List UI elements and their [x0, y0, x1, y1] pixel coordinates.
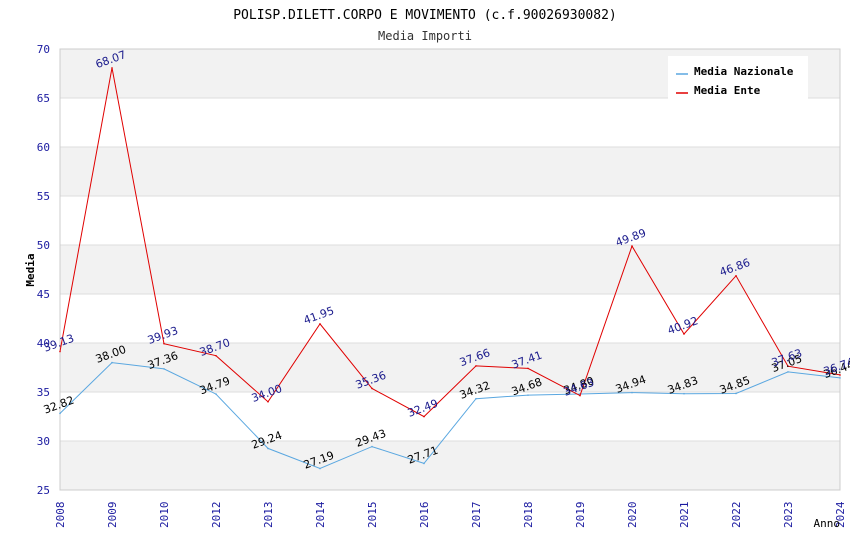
data-point — [319, 323, 321, 325]
x-tick-label: 2010 — [158, 502, 171, 529]
plot-band — [60, 392, 840, 441]
x-tick-label: 2012 — [210, 502, 223, 529]
plot-band — [60, 196, 840, 245]
legend-box — [668, 56, 808, 102]
data-point — [319, 467, 321, 470]
x-tick-label: 2014 — [314, 501, 327, 528]
y-tick-label: 65 — [37, 92, 50, 105]
data-point — [527, 367, 529, 370]
data-point — [631, 391, 633, 394]
y-tick-label: 25 — [37, 484, 50, 497]
x-tick-label: 2022 — [730, 502, 743, 529]
data-point — [423, 415, 425, 418]
data-point — [163, 342, 165, 345]
y-tick-label: 35 — [37, 386, 50, 399]
y-tick-label: 70 — [37, 43, 50, 56]
data-point — [111, 67, 113, 69]
legend-label-media-nazionale: Media Nazionale — [694, 65, 794, 78]
data-point — [215, 393, 217, 395]
data-point — [579, 394, 581, 397]
y-tick-label: 45 — [37, 288, 50, 301]
x-tick-label: 2017 — [470, 502, 483, 529]
x-tick-label: 2023 — [782, 502, 795, 529]
x-tick-label: 2024 — [834, 501, 847, 528]
data-point — [839, 374, 841, 376]
series-line-media-ente — [59, 67, 841, 418]
data-point — [527, 394, 529, 396]
x-tick-label: 2013 — [262, 502, 275, 529]
data-point — [267, 401, 269, 403]
chart-subtitle: Media Importi — [378, 29, 472, 43]
plot-band — [60, 294, 840, 343]
series-line-media-nazionale — [59, 362, 841, 470]
data-point — [475, 365, 477, 367]
x-tick-label: 2019 — [574, 502, 587, 529]
x-tick-label: 2009 — [106, 502, 119, 529]
y-tick-label: 60 — [37, 141, 50, 154]
data-point — [683, 392, 685, 395]
data-point — [735, 392, 737, 395]
data-point — [475, 397, 477, 400]
x-tick-label: 2018 — [522, 502, 535, 529]
data-point — [59, 412, 61, 415]
y-tick-label: 50 — [37, 239, 50, 252]
data-point — [215, 354, 217, 357]
data-point — [787, 365, 789, 368]
plot-band — [60, 343, 840, 392]
x-tick-label: 2020 — [626, 502, 639, 529]
data-point — [371, 387, 373, 390]
chart-title: POLISP.DILETT.CORPO E MOVIMENTO (c.f.900… — [233, 8, 617, 23]
x-axis-label: Anno — [814, 517, 841, 530]
plot-band — [60, 441, 840, 490]
y-tick-label: 40 — [37, 337, 50, 350]
data-point — [839, 377, 841, 379]
y-tick-label: 55 — [37, 190, 50, 203]
data-point — [267, 447, 269, 450]
plot-band — [60, 147, 840, 196]
y-axis-label: Media — [24, 253, 37, 286]
x-tick-label: 2008 — [54, 502, 67, 529]
plot-frame — [59, 48, 841, 491]
plot-band — [60, 98, 840, 147]
legend: Media Nazionale Media Ente — [668, 56, 808, 102]
data-point — [423, 462, 425, 465]
x-tick-label: 2021 — [678, 502, 691, 529]
data-point — [735, 274, 737, 277]
plot-band — [60, 245, 840, 294]
y-axis-ticks: 25 30 35 40 45 50 55 60 65 70 — [37, 43, 50, 497]
data-point — [163, 368, 165, 370]
data-point — [371, 445, 373, 448]
x-tick-label: 2015 — [366, 502, 379, 529]
data-point — [111, 361, 113, 364]
data-point — [787, 371, 789, 373]
data-point — [683, 333, 685, 335]
x-tick-label: 2016 — [418, 502, 431, 529]
legend-label-media-ente: Media Ente — [694, 84, 761, 97]
series-layer — [59, 67, 841, 470]
data-point — [631, 245, 633, 247]
data-point — [59, 350, 61, 353]
plot-bands — [60, 49, 840, 490]
x-axis-ticks: 2008 2009 2010 2012 2013 2014 2015 2016 2017 2018… — [54, 501, 847, 528]
y-tick-label: 30 — [37, 435, 50, 448]
